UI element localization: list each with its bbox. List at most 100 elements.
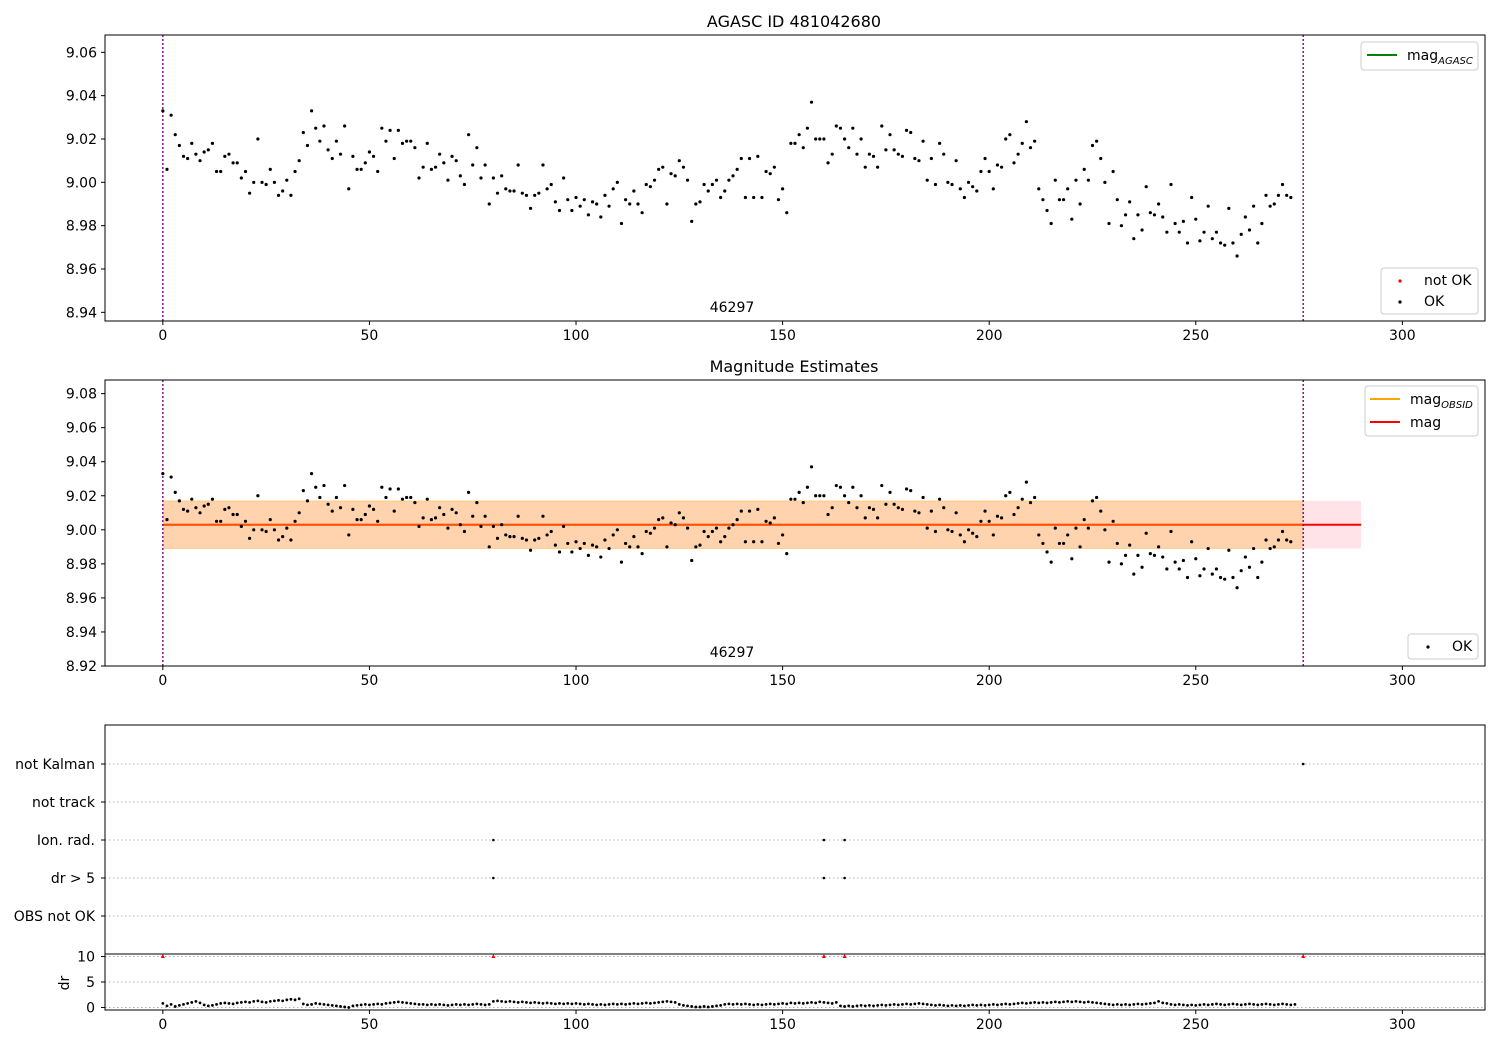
data-point-ok (466, 133, 471, 137)
data-point-ok (297, 511, 301, 515)
data-point-ok (933, 182, 938, 187)
data-point-ok (801, 146, 805, 150)
y-tick-label: 9.08 (66, 387, 97, 403)
data-point-ok (570, 208, 574, 213)
data-point-ok (1123, 553, 1128, 557)
data-point-ok (1243, 555, 1247, 559)
dr-point (698, 1005, 702, 1009)
data-point-ok (834, 124, 838, 128)
data-point-ok (644, 529, 648, 534)
dr-point (1231, 1002, 1235, 1006)
data-point-ok (938, 141, 942, 145)
data-point-ok (1161, 555, 1165, 559)
data-point-ok (871, 507, 876, 511)
data-point-ok (1198, 574, 1202, 578)
dr-point (1264, 1002, 1268, 1006)
dr-point (273, 999, 276, 1003)
data-point-ok (768, 521, 772, 525)
data-point-ok (1165, 230, 1169, 234)
data-point-ok (665, 545, 669, 549)
data-point-ok (446, 526, 450, 530)
data-point-ok (628, 545, 632, 549)
data-point-ok (747, 509, 752, 513)
dr-point (376, 1002, 380, 1006)
y-tick-label: 9.06 (66, 45, 97, 61)
dr-point (339, 1005, 342, 1008)
data-point-ok (438, 152, 442, 156)
dr-point (1120, 1003, 1123, 1007)
data-point-ok (326, 502, 330, 506)
dr-point (615, 1003, 619, 1006)
dr-point (1128, 1003, 1132, 1007)
data-point-ok (871, 154, 876, 158)
data-point-ok (1276, 538, 1281, 542)
data-point-ok (652, 178, 657, 182)
data-point-ok (962, 195, 967, 200)
data-point-ok (227, 152, 231, 156)
legend-box (1360, 41, 1479, 71)
legend-not-ok-label: not OK (1424, 273, 1472, 289)
dr-point (632, 1001, 636, 1005)
data-point-ok (690, 219, 694, 223)
data-point-ok (1128, 543, 1132, 547)
dr-point (326, 1003, 330, 1007)
data-point-ok (512, 535, 516, 539)
data-point-ok (942, 152, 946, 156)
data-point-ok (702, 182, 706, 187)
data-point-ok (1111, 519, 1115, 523)
dr-point (797, 1001, 801, 1005)
data-point-ok (694, 202, 698, 206)
dr-point (475, 1002, 479, 1006)
dr-point (545, 1001, 549, 1005)
dr-point (215, 1003, 218, 1006)
data-point-ok (999, 516, 1004, 520)
data-point-ok (429, 518, 434, 522)
data-point-ok (851, 126, 855, 130)
data-point-ok (239, 524, 243, 529)
data-point-ok (624, 198, 628, 202)
data-point-ok (1020, 497, 1024, 501)
data-point-ok (214, 519, 219, 523)
data-point-ok (1239, 569, 1243, 573)
dr-point (558, 1001, 561, 1005)
dr-point (549, 1001, 553, 1005)
data-point-ok (859, 137, 863, 141)
dr-point (541, 1001, 545, 1005)
dr-point (673, 1000, 677, 1004)
data-point-ok (541, 514, 545, 518)
data-point-ok (557, 208, 562, 213)
data-point-ok (599, 215, 603, 219)
data-point-ok (256, 494, 260, 498)
dr-point (235, 1001, 239, 1005)
dr-point (963, 1004, 966, 1008)
data-point-ok (876, 516, 880, 520)
data-point-ok (1111, 169, 1115, 174)
data-point-ok (351, 507, 355, 511)
data-point-ok (1165, 567, 1169, 571)
data-point-ok (479, 524, 483, 529)
data-point-ok (888, 490, 892, 494)
dr-point (748, 1003, 751, 1006)
dr-point (198, 1001, 202, 1005)
data-point-ok (1194, 217, 1198, 221)
legend-mag-agasc-sub: AGASC (1437, 56, 1473, 67)
dr-point (161, 1001, 165, 1005)
data-point-ok (1214, 230, 1219, 234)
data-point-ok (917, 511, 921, 515)
data-point-ok (752, 195, 756, 200)
data-point-ok (669, 172, 673, 176)
dr-point (954, 1004, 958, 1008)
data-point-ok (396, 128, 400, 132)
y-tick-label: 9.00 (66, 523, 97, 539)
dr-point (888, 1003, 892, 1007)
dr-point (892, 1003, 896, 1006)
data-point-ok (190, 141, 194, 145)
panel-agasc-axes: 0 50 100 150 200 250 300 8.94 8.96 8.98 9.00 9.02 9.… (66, 35, 1416, 344)
data-point-ok (892, 148, 896, 152)
dr-point (975, 1004, 979, 1007)
dr-point (855, 1004, 859, 1008)
dr-tick-label: 0 (86, 1000, 95, 1016)
data-point-ok (371, 507, 376, 511)
dr-point (648, 1001, 652, 1005)
dr-point (1285, 1003, 1289, 1006)
